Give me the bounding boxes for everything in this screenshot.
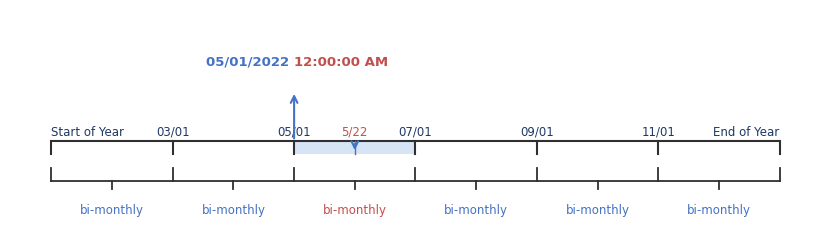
Text: 05/01: 05/01: [278, 126, 311, 138]
Text: 05/01/2022: 05/01/2022: [206, 56, 294, 69]
Text: 5/22: 5/22: [342, 126, 368, 138]
Text: Start of Year: Start of Year: [52, 126, 125, 138]
Text: bi-monthly: bi-monthly: [80, 205, 144, 217]
Bar: [294, 141, 416, 154]
Text: bi-monthly: bi-monthly: [322, 205, 386, 217]
Text: 09/01: 09/01: [520, 126, 553, 138]
Text: bi-monthly: bi-monthly: [566, 205, 630, 217]
Text: 07/01: 07/01: [399, 126, 432, 138]
Text: End of Year: End of Year: [714, 126, 779, 138]
Text: 03/01: 03/01: [156, 126, 189, 138]
Text: bi-monthly: bi-monthly: [687, 205, 751, 217]
Text: bi-monthly: bi-monthly: [445, 205, 509, 217]
Text: 12:00:00 AM: 12:00:00 AM: [294, 56, 388, 69]
Text: bi-monthly: bi-monthly: [201, 205, 265, 217]
Text: 11/01: 11/01: [642, 126, 676, 138]
